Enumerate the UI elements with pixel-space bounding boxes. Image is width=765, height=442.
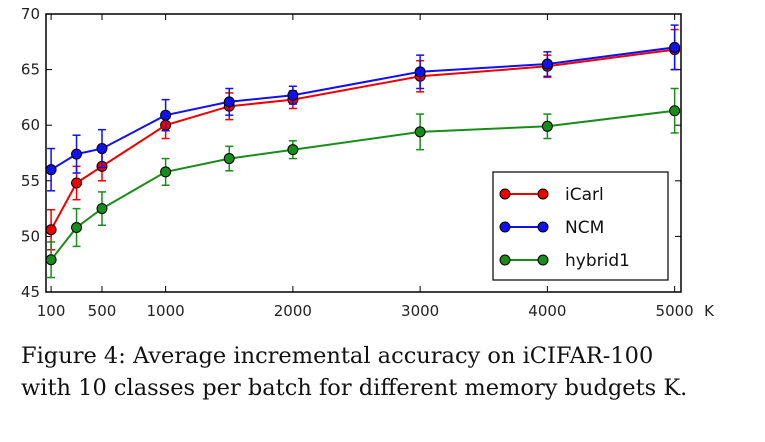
data-point-ncm [223,96,235,108]
data-point-ncm [669,41,681,53]
y-tick-label: 50 [21,227,40,245]
x-tick-label: 5000 [656,302,694,320]
legend-marker-icarl [537,188,549,200]
y-tick-label: 65 [21,61,40,79]
y-tick-label: 55 [21,172,40,190]
data-point-ncm [287,89,299,101]
data-point-ncm [45,164,57,176]
legend: iCarl NCM hybrid1 [492,171,669,281]
y-tick-label: 45 [21,283,40,301]
series-hybrid1 [45,87,681,279]
series-ncm [45,24,681,192]
x-tick-label: 1000 [147,302,185,320]
data-point-hybrid1 [223,153,235,165]
data-point-ncm [541,58,553,70]
y-tick-label: 60 [21,116,40,134]
legend-marker-hybrid1 [499,254,511,266]
data-point-hybrid1 [160,166,172,178]
data-point-ncm [160,109,172,121]
accuracy-chart: 45 50 55 60 65 70 100 500 1000 2000 3000 4000 5000 K… [21,5,715,320]
series-line-ncm [50,46,675,171]
legend-marker-icarl [499,188,511,200]
data-point-icarl [45,224,57,236]
data-point-hybrid1 [287,144,299,156]
data-point-ncm [71,148,83,160]
data-point-icarl [71,177,83,189]
figure-caption: Figure 4: Average incremental accuracy o… [21,340,751,404]
plot-frame [45,13,682,293]
data-point-hybrid1 [45,254,57,266]
x-tick-label: 100 [37,302,66,320]
data-point-hybrid1 [669,105,681,117]
legend-label-hybrid1: hybrid1 [565,251,630,271]
data-point-hybrid1 [414,126,426,138]
x-tick-label: 2000 [274,302,312,320]
data-point-hybrid1 [541,120,553,132]
caption-line-2: with 10 classes per batch for different … [21,375,688,401]
legend-marker-ncm [499,221,511,233]
legend-label-icarl: iCarl [565,185,604,205]
legend-marker-hybrid1 [537,254,549,266]
legend-marker-ncm [537,221,549,233]
y-tick-label: 70 [21,5,40,23]
data-point-hybrid1 [96,203,108,215]
data-point-ncm [96,143,108,155]
x-tick-label: 3000 [401,302,439,320]
legend-label-ncm: NCM [565,218,604,238]
x-tick-label: 4000 [528,302,566,320]
x-axis-label: K [704,302,715,320]
data-point-ncm [414,66,426,78]
caption-line-1: Figure 4: Average incremental accuracy o… [21,343,654,369]
x-tick-label: 500 [88,302,117,320]
data-point-hybrid1 [71,222,83,234]
